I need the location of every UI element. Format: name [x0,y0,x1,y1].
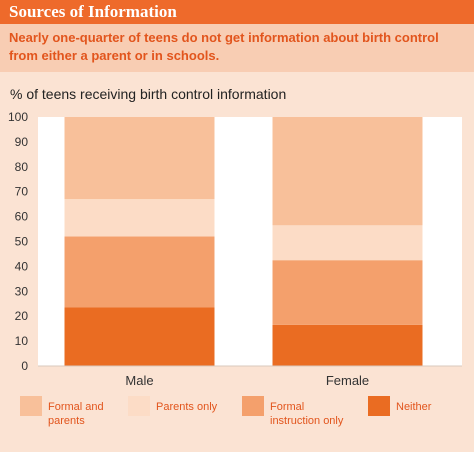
y-tick-label: 50 [15,235,29,249]
y-tick-label: 20 [15,309,29,323]
page-subtitle: Nearly one-quarter of teens do not get i… [0,24,474,72]
bar-segment-parents-only [272,225,423,261]
legend-swatch [20,396,42,416]
bar-segment-formal-instruction-only [272,260,423,325]
legend-label: Formal and parents [48,401,104,427]
y-tick-label: 30 [15,284,29,298]
bar-segment-neither [64,307,215,366]
bar-segment-formal-and-parents [272,117,423,226]
legend-swatch [242,396,264,416]
bar-segment-formal-and-parents [64,117,215,200]
x-tick-label: Female [326,373,369,388]
legend-item-formal-and-parents: Formal and parents [20,396,104,428]
bar-segment-neither [272,324,423,366]
bar-segment-parents-only [64,199,215,237]
legend-label: Neither [396,401,432,413]
x-tick-label: Male [125,373,153,388]
legend-item-formal-instruction-only: Formal instruction only [242,396,343,428]
y-tick-label: 70 [15,185,29,199]
legend-label: Parents only [156,401,218,413]
bar-segment-formal-instruction-only [64,236,215,308]
page-title: Sources of Information [0,0,474,24]
legend-item-parents-only: Parents only [128,396,217,416]
y-tick-label: 80 [15,160,29,174]
y-tick-label: 10 [15,334,29,348]
y-tick-label: 40 [15,259,29,273]
stacked-bar-chart: 0 10 20 30 40 50 60 70 80 90 100 Male Female [8,110,462,388]
legend-label: Formal instruction only [270,401,344,427]
y-tick-label: 90 [15,135,29,149]
y-tick-label: 60 [15,210,29,224]
y-tick-label: 0 [21,359,28,373]
chart-legend: Formal and parents Parents only Formal i… [0,396,474,446]
chart-title: % of teens receiving birth control infor… [10,86,287,102]
legend-item-neither: Neither [368,396,431,416]
legend-swatch [368,396,390,416]
legend-swatch [128,396,150,416]
y-tick-label: 100 [8,110,28,124]
